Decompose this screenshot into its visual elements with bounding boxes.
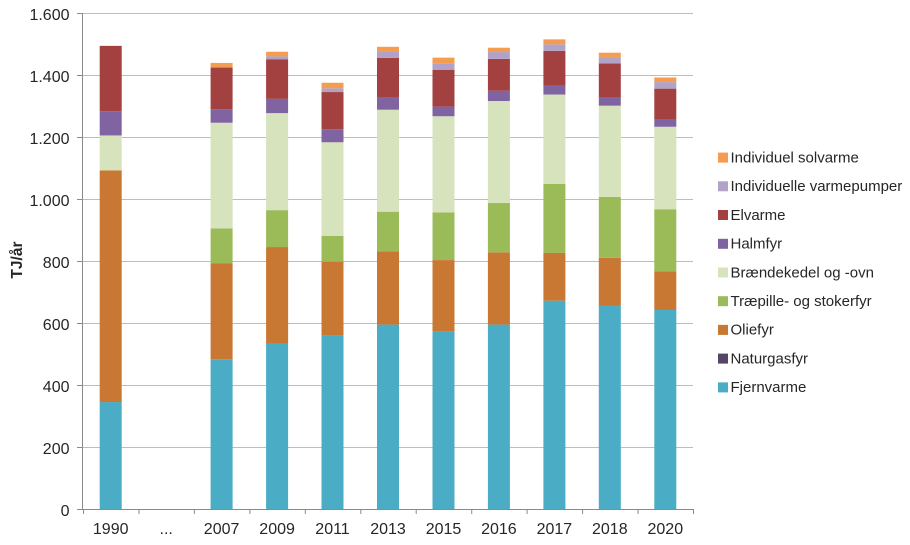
svg-text:Oliefyr: Oliefyr xyxy=(731,322,774,339)
svg-text:2017: 2017 xyxy=(537,521,573,538)
svg-text:Halmfyr: Halmfyr xyxy=(731,236,783,253)
svg-text:1.000: 1.000 xyxy=(29,193,69,210)
svg-text:Naturgasfyr: Naturgasfyr xyxy=(731,350,809,367)
svg-text:2013: 2013 xyxy=(370,521,406,538)
svg-text:TJ/år: TJ/år xyxy=(9,241,26,278)
svg-text:Individuelle varmepumper: Individuelle varmepumper xyxy=(731,178,903,195)
svg-text:2011: 2011 xyxy=(315,521,350,538)
svg-text:...: ... xyxy=(160,521,173,538)
svg-text:1990: 1990 xyxy=(93,521,129,538)
svg-text:200: 200 xyxy=(43,441,70,458)
svg-text:2009: 2009 xyxy=(259,521,295,538)
svg-text:0: 0 xyxy=(61,503,70,520)
svg-text:2015: 2015 xyxy=(426,521,462,538)
svg-text:1.600: 1.600 xyxy=(29,7,69,24)
svg-text:1.200: 1.200 xyxy=(29,131,69,148)
svg-text:2007: 2007 xyxy=(204,521,240,538)
svg-text:Individuel solvarme: Individuel solvarme xyxy=(731,149,859,166)
svg-text:2018: 2018 xyxy=(592,521,628,538)
svg-text:Elvarme: Elvarme xyxy=(731,207,786,224)
svg-text:2016: 2016 xyxy=(481,521,517,538)
svg-text:Fjernvarme: Fjernvarme xyxy=(731,379,807,396)
svg-text:2020: 2020 xyxy=(648,521,684,538)
svg-text:1.400: 1.400 xyxy=(29,69,69,86)
svg-text:400: 400 xyxy=(43,379,70,396)
svg-text:Brændekedel og -ovn: Brændekedel og -ovn xyxy=(731,264,874,281)
svg-text:600: 600 xyxy=(43,317,70,334)
svg-text:Træpille- og stokerfyr: Træpille- og stokerfyr xyxy=(731,293,872,310)
svg-text:800: 800 xyxy=(43,255,70,272)
